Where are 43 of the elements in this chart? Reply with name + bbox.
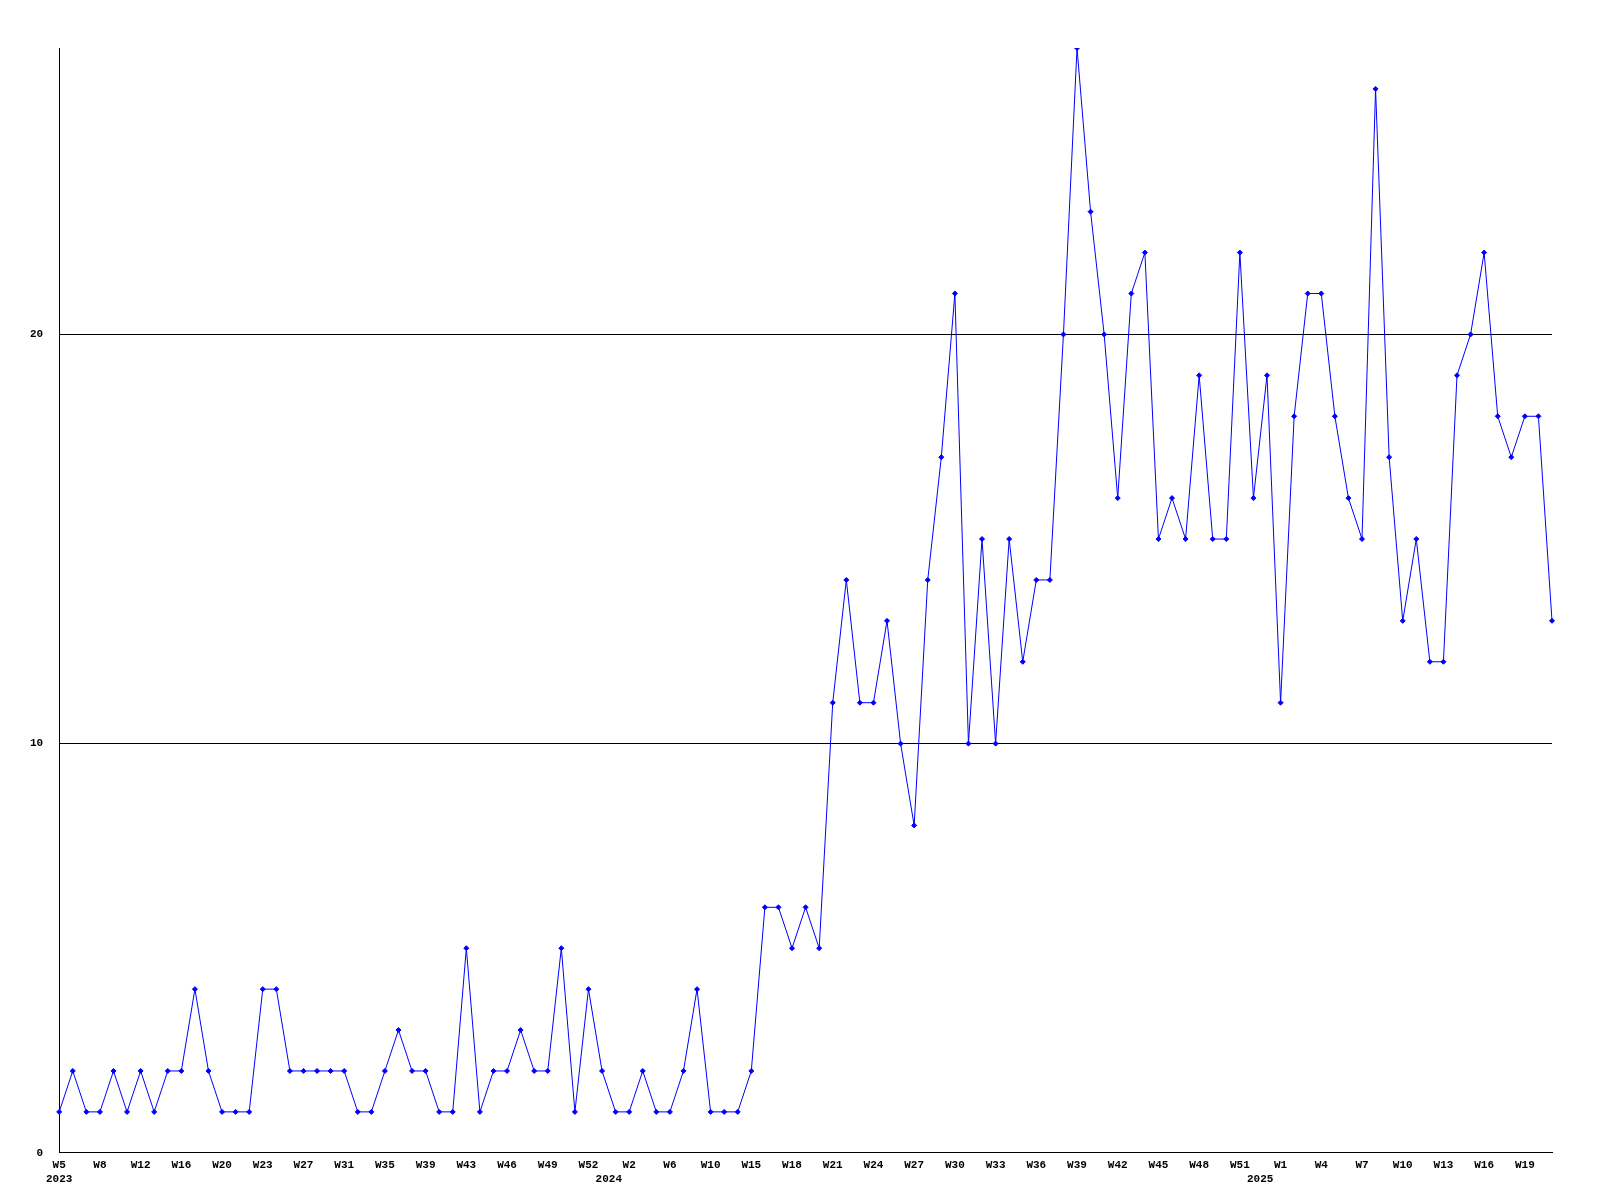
x-tick-label: W30 [944, 1159, 965, 1172]
x-tick-label: W39 [1067, 1159, 1087, 1172]
x-tick-label: W45 [1148, 1159, 1169, 1172]
x-tick-label: W31 [334, 1159, 355, 1172]
x-tick-label: W42 [1107, 1159, 1128, 1172]
x-tick-label: W16 [171, 1159, 192, 1172]
x-tick-label: W20 [212, 1159, 232, 1172]
y-tick-label: 10 [30, 737, 44, 750]
x-tick-label: W13 [1433, 1159, 1454, 1172]
x-tick-label: W10 [700, 1159, 721, 1172]
x-tick-label: W1 [1273, 1159, 1288, 1172]
x-tick-label: W4 [1314, 1159, 1329, 1172]
x-tick-label: W36 [1026, 1159, 1047, 1172]
x-tick-label: W35 [375, 1159, 396, 1172]
x-tick-label: W46 [497, 1159, 517, 1172]
x-tick-label: W43 [456, 1159, 477, 1172]
text: 2024 [595, 1173, 623, 1186]
x-tick-label: W52 [578, 1159, 599, 1172]
x-tick-label: W7 [1355, 1159, 1369, 1172]
x-tick-label: W16 [1474, 1159, 1495, 1172]
text: 2025 [1247, 1173, 1274, 1186]
x-tick-label: W21 [822, 1159, 844, 1172]
x-tick-label: W18 [782, 1159, 803, 1172]
x-tick-label: W5 [52, 1159, 67, 1172]
x-tick-label: W23 [252, 1159, 274, 1172]
x-tick-label: W10 [1392, 1159, 1413, 1172]
text: 2023 [46, 1173, 73, 1186]
x-tick-label: W19 [1514, 1159, 1535, 1172]
x-tick-label: W2 [622, 1159, 636, 1172]
x-tick-label: W33 [985, 1159, 1006, 1172]
x-tick-label: W39 [415, 1159, 436, 1172]
x-tick-label: W8 [93, 1159, 107, 1172]
x-tick-label: W6 [663, 1159, 677, 1172]
x-tick-label: W12 [130, 1159, 151, 1172]
x-tick-label: W15 [741, 1159, 762, 1172]
x-tick-label: W51 [1229, 1159, 1251, 1172]
x-tick-label: W27 [904, 1159, 925, 1172]
y-tick-label: 20 [30, 328, 44, 341]
x-tick-label: W24 [863, 1159, 884, 1172]
y-tick-label: 0 [36, 1146, 44, 1159]
x-tick-label: W49 [537, 1159, 558, 1172]
x-tick-label: W48 [1189, 1159, 1210, 1172]
x-tick-label: W27 [293, 1159, 314, 1172]
